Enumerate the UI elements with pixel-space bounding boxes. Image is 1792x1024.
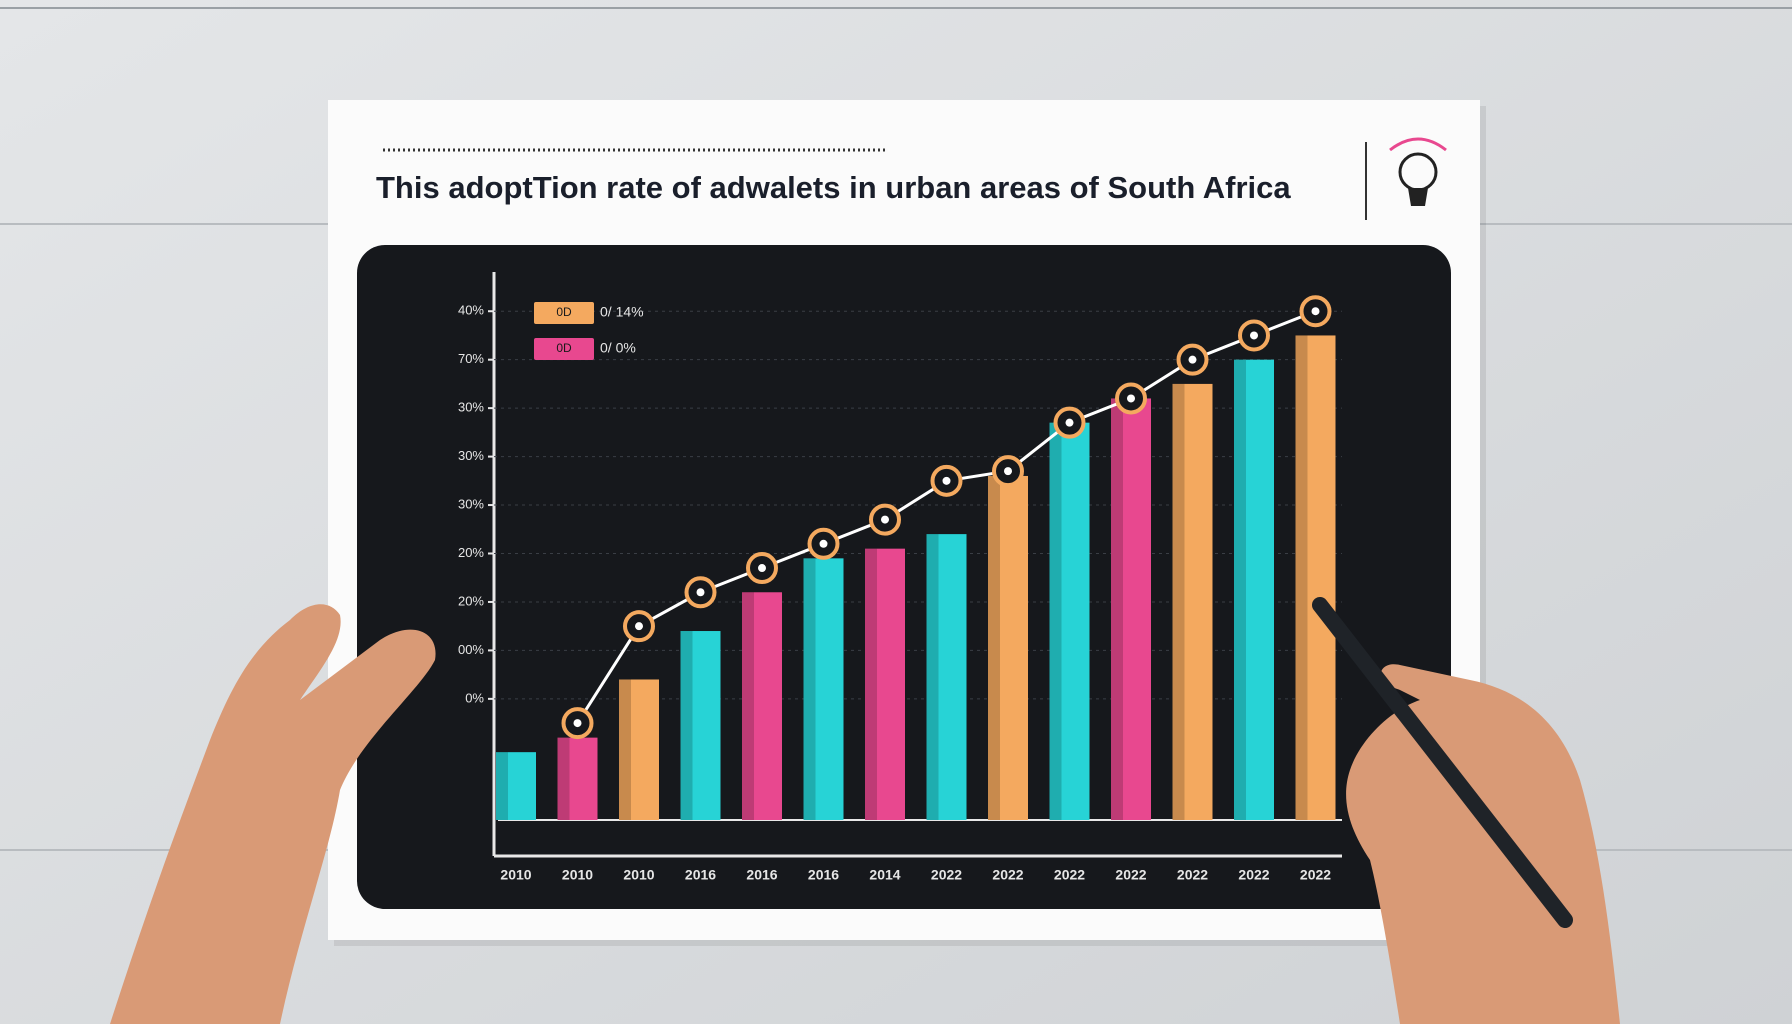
bar-shade (619, 679, 631, 820)
x-tick-label: 2010 (562, 867, 593, 883)
bar (619, 679, 659, 820)
trend-marker-dot (1188, 355, 1197, 364)
trend-marker-dot (758, 564, 766, 573)
bar (742, 592, 782, 820)
bar-shade (557, 737, 570, 820)
trend-marker-dot (1065, 418, 1074, 427)
bar (988, 475, 1028, 820)
x-tick-label: 2022 (1238, 867, 1269, 883)
x-tick-label: 2016 (746, 867, 777, 883)
bar (865, 548, 905, 820)
trend-marker-dot (635, 622, 643, 631)
trend-marker-dot (819, 539, 828, 548)
chart: 40% 70% 30% 30% 30% 20% 20% 00% 0% 2010 2010 2010 20… (458, 272, 1342, 883)
bar (803, 558, 844, 820)
trend-marker-dot (573, 719, 582, 728)
trend-marker-dot (881, 515, 889, 524)
bar (496, 752, 536, 820)
y-tick-label: 30% (458, 496, 484, 511)
x-tick-label: 2022 (1115, 867, 1146, 883)
bar (557, 737, 598, 820)
y-tick-label: 70% (458, 351, 484, 366)
bar (680, 631, 721, 820)
legend-swatch (534, 338, 594, 360)
legend-label: 0/ 14% (600, 304, 644, 320)
x-tick-label: 2016 (808, 867, 839, 883)
x-tick-label: 2014 (869, 867, 900, 883)
bar-shade (680, 631, 693, 820)
trend-marker-dot (1004, 467, 1012, 476)
bar (1172, 383, 1213, 820)
x-tick-label: 2022 (1177, 867, 1208, 883)
bulb-icon (1389, 137, 1447, 206)
trend-marker-dot (696, 588, 705, 597)
bar (1111, 398, 1151, 820)
y-tick-label: 20% (458, 545, 484, 560)
trend-marker-dot (942, 476, 951, 485)
y-tick-label: 30% (458, 400, 484, 415)
y-tick-label: 30% (458, 448, 484, 463)
bar-shade (1295, 335, 1308, 820)
x-tick-label: 2022 (992, 867, 1023, 883)
x-tick-label: 2022 (1300, 867, 1331, 883)
bar-shade (1111, 398, 1123, 820)
legend-swatch-label: 0D (556, 305, 572, 319)
trend-marker-dot (1250, 331, 1258, 340)
legend-swatch-label: 0D (556, 341, 572, 355)
bar-shade (803, 558, 816, 820)
bar-shade (988, 475, 1000, 820)
right-hand (1346, 664, 1620, 1024)
bar (926, 534, 967, 820)
bar-shade (496, 752, 508, 820)
y-tick-label: 20% (458, 593, 484, 608)
x-tick-label: 2010 (500, 867, 531, 883)
bar-shade (1234, 359, 1246, 820)
bar-shade (742, 592, 754, 820)
x-tick-label: 2022 (931, 867, 962, 883)
x-tick-label: 2022 (1054, 867, 1085, 883)
bar (1049, 422, 1090, 820)
x-tick-label: 2010 (623, 867, 654, 883)
left-hand (110, 604, 436, 1024)
bar-shade (1172, 383, 1185, 820)
trend-marker-dot (1311, 307, 1320, 316)
legend-swatch (534, 302, 594, 324)
bar (1234, 359, 1274, 820)
bar (1295, 335, 1336, 820)
x-tick-label: 2016 (685, 867, 716, 883)
trend-marker-dot (1127, 394, 1135, 403)
y-tick-label: 00% (458, 642, 484, 657)
y-tick-label: 40% (458, 303, 484, 318)
bar-shade (926, 534, 939, 820)
legend-label: 0/ 0% (600, 340, 636, 356)
y-tick-label: 0% (465, 690, 484, 705)
chart-title: This adoptTion rate of adwalets in urban… (376, 170, 1291, 205)
bar-shade (1049, 422, 1062, 820)
pen (1312, 597, 1573, 928)
bar-shade (865, 548, 877, 820)
